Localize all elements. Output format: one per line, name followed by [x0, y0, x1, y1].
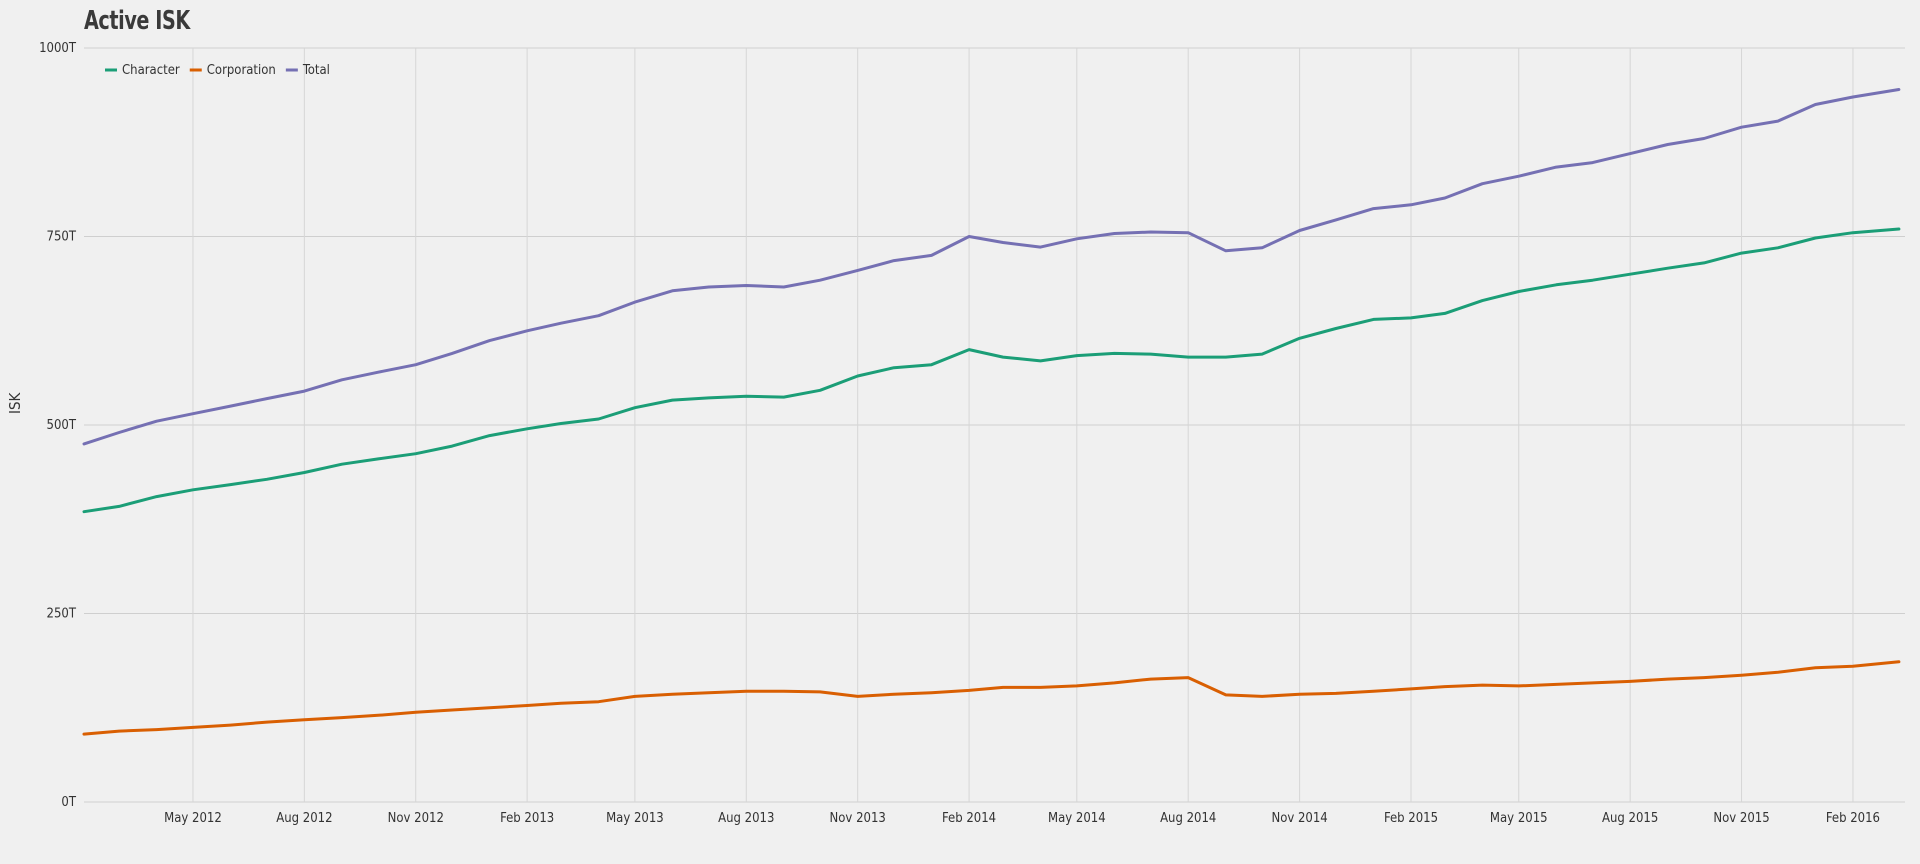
- y-tick-label: 250T: [47, 607, 77, 622]
- x-tick-label: May 2012: [164, 811, 222, 826]
- x-tick-label: Aug 2014: [1160, 811, 1216, 826]
- y-tick-label: 500T: [47, 418, 77, 433]
- x-tick-label: May 2015: [1490, 811, 1548, 826]
- x-tick-label: Aug 2015: [1602, 811, 1658, 826]
- y-tick-label: 1000T: [39, 41, 77, 56]
- x-tick-label: Feb 2013: [500, 811, 554, 826]
- axis-labels: 0T 250T 500T 750T 1000T May 2012 Aug 2012 Nov 2…: [39, 41, 1880, 826]
- x-tick-label: Feb 2015: [1384, 811, 1438, 826]
- x-tick-label: Nov 2012: [388, 811, 444, 826]
- legend-label: Corporation: [207, 63, 276, 78]
- x-tick-label: Feb 2016: [1826, 811, 1880, 826]
- x-tick-label: Aug 2012: [276, 811, 332, 826]
- x-tick-label: May 2014: [1048, 811, 1106, 826]
- x-tick-label: Nov 2015: [1713, 811, 1769, 826]
- x-tick-label: Feb 2014: [942, 811, 996, 826]
- x-tick-label: Nov 2014: [1271, 811, 1327, 826]
- series-line-character: [82, 227, 1901, 514]
- series-line-total: [82, 88, 1901, 446]
- legend-label: Total: [302, 63, 330, 78]
- x-tick-label: Nov 2013: [830, 811, 886, 826]
- legend: Character Corporation Total: [105, 63, 330, 78]
- x-tick-label: May 2013: [606, 811, 664, 826]
- legend-label: Character: [122, 63, 180, 78]
- series-lines: [82, 88, 1901, 736]
- y-tick-label: 0T: [61, 795, 76, 810]
- y-tick-label: 750T: [47, 230, 77, 245]
- chart-title: Active ISK: [84, 6, 190, 36]
- x-tick-label: Aug 2013: [718, 811, 774, 826]
- series-line-corporation: [82, 660, 1901, 736]
